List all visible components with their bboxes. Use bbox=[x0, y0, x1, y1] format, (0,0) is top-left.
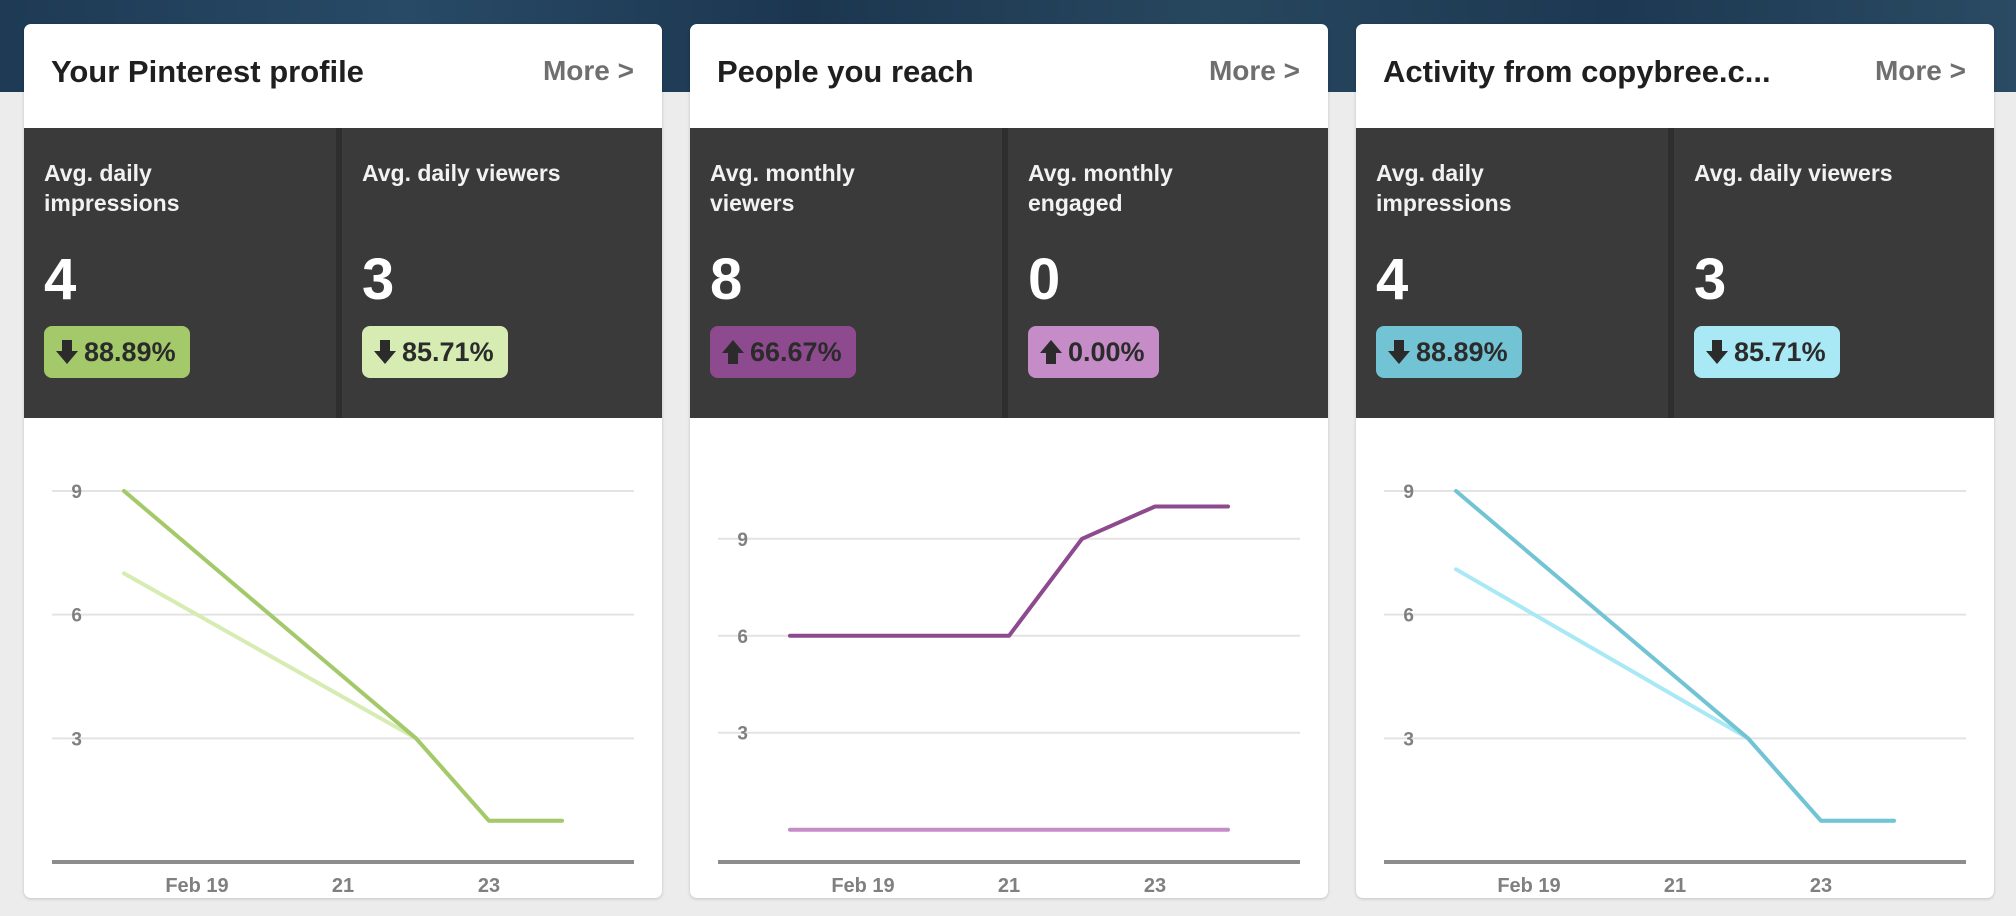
y-tick-label: 3 bbox=[71, 729, 82, 750]
stats-panel: Avg. daily impressions 4 88.89% Avg. dai… bbox=[1356, 128, 1994, 418]
stat-value: 4 bbox=[1376, 247, 1409, 312]
card-header: Your Pinterest profile More > bbox=[24, 24, 662, 128]
stat-label: Avg. daily viewers bbox=[362, 160, 561, 186]
x-tick-label: 21 bbox=[998, 875, 1020, 897]
x-tick-label: 23 bbox=[1810, 875, 1832, 897]
stat-avg-daily-impressions: Avg. daily impressions 4 88.89% bbox=[1356, 128, 1668, 418]
x-tick-label: 23 bbox=[1144, 875, 1166, 897]
change-badge: 88.89% bbox=[1376, 326, 1522, 378]
series-line bbox=[788, 504, 1230, 638]
change-badge: 85.71% bbox=[362, 326, 508, 378]
stat-label: Avg. daily impressions bbox=[1376, 160, 1512, 216]
stats-panel: Avg. monthly viewers 8 66.67% Avg. month… bbox=[690, 128, 1328, 418]
stat-value: 4 bbox=[44, 247, 77, 312]
line-chart: 3 6 9 Feb 19 21 23 bbox=[1356, 418, 1994, 898]
stat-avg-monthly-engaged: Avg. monthly engaged 0 0.00% bbox=[1008, 128, 1328, 418]
change-value: 66.67% bbox=[750, 336, 842, 367]
stat-label: Avg. monthly viewers bbox=[710, 160, 855, 216]
card-pinterest-profile: Your Pinterest profile More > Avg. daily… bbox=[24, 24, 662, 898]
card-people-you-reach: People you reach More > Avg. monthly vie… bbox=[690, 24, 1328, 898]
y-tick-label: 3 bbox=[737, 724, 748, 745]
chart-svg: 3 6 9 Feb 19 21 23 bbox=[1384, 482, 1966, 897]
arrow-down-icon bbox=[374, 340, 396, 364]
change-value: 88.89% bbox=[84, 336, 176, 367]
series-line bbox=[1454, 567, 1896, 823]
more-link[interactable]: More > bbox=[542, 55, 634, 86]
stat-avg-daily-viewers: Avg. daily viewers 3 85.71% bbox=[1674, 128, 1994, 418]
more-link[interactable]: More > bbox=[1208, 55, 1300, 86]
line-chart: 3 6 9 Feb 19 21 23 bbox=[690, 418, 1328, 898]
x-tick-label: 23 bbox=[478, 875, 500, 897]
stat-avg-monthly-viewers: Avg. monthly viewers 8 66.67% bbox=[690, 128, 1002, 418]
y-tick-label: 6 bbox=[737, 627, 748, 648]
series-line bbox=[1454, 489, 1896, 823]
y-tick-label: 9 bbox=[1403, 482, 1414, 503]
y-tick-label: 9 bbox=[71, 482, 82, 503]
arrow-down-icon bbox=[56, 340, 78, 364]
x-tick-label: 21 bbox=[1664, 875, 1686, 897]
change-value: 88.89% bbox=[1416, 336, 1508, 367]
stat-divider bbox=[1002, 128, 1008, 418]
stats-panel: Avg. daily impressions 4 88.89% Avg. dai… bbox=[24, 128, 662, 418]
stat-divider bbox=[336, 128, 342, 418]
x-tick-label: Feb 19 bbox=[1497, 875, 1560, 897]
card-title: Activity from copybree.c... bbox=[1383, 54, 1771, 89]
stat-value: 0 bbox=[1028, 247, 1061, 312]
change-value: 85.71% bbox=[402, 336, 494, 367]
change-value: 0.00% bbox=[1068, 336, 1145, 367]
chart-svg: 3 6 9 Feb 19 21 23 bbox=[718, 504, 1300, 897]
series-line bbox=[122, 571, 564, 823]
stat-avg-daily-impressions: Avg. daily impressions 4 88.89% bbox=[24, 128, 336, 418]
arrow-up-icon bbox=[1040, 340, 1062, 364]
change-badge: 85.71% bbox=[1694, 326, 1840, 378]
stat-avg-daily-viewers: Avg. daily viewers 3 85.71% bbox=[342, 128, 662, 418]
stat-label: Avg. monthly engaged bbox=[1028, 160, 1173, 216]
change-badge: 66.67% bbox=[710, 326, 856, 378]
series-line bbox=[122, 489, 564, 823]
stat-value: 8 bbox=[710, 247, 743, 312]
arrow-up-icon bbox=[722, 340, 744, 364]
more-link[interactable]: More > bbox=[1874, 55, 1966, 86]
card-website-activity: Activity from copybree.c... More > Avg. … bbox=[1356, 24, 1994, 898]
arrow-down-icon bbox=[1388, 340, 1410, 364]
card-title: Your Pinterest profile bbox=[51, 54, 364, 89]
chart-svg: 3 6 9 Feb 19 21 23 bbox=[52, 482, 634, 897]
y-tick-label: 6 bbox=[71, 606, 82, 627]
y-tick-label: 6 bbox=[1403, 606, 1414, 627]
y-tick-label: 3 bbox=[1403, 729, 1414, 750]
y-tick-label: 9 bbox=[737, 530, 748, 551]
card-title: People you reach bbox=[717, 54, 974, 89]
change-value: 85.71% bbox=[1734, 336, 1826, 367]
line-chart: 3 6 9 Feb 19 21 23 bbox=[24, 418, 662, 898]
change-badge: 88.89% bbox=[44, 326, 190, 378]
card-header: People you reach More > bbox=[690, 24, 1328, 128]
card-header: Activity from copybree.c... More > bbox=[1356, 24, 1994, 128]
stat-label: Avg. daily impressions bbox=[44, 160, 180, 216]
stat-divider bbox=[1668, 128, 1674, 418]
stat-value: 3 bbox=[1694, 247, 1727, 312]
stat-label: Avg. daily viewers bbox=[1694, 160, 1893, 186]
change-badge: 0.00% bbox=[1028, 326, 1159, 378]
x-tick-label: Feb 19 bbox=[831, 875, 894, 897]
stat-value: 3 bbox=[362, 247, 395, 312]
x-tick-label: 21 bbox=[332, 875, 354, 897]
x-tick-label: Feb 19 bbox=[165, 875, 228, 897]
arrow-down-icon bbox=[1706, 340, 1728, 364]
